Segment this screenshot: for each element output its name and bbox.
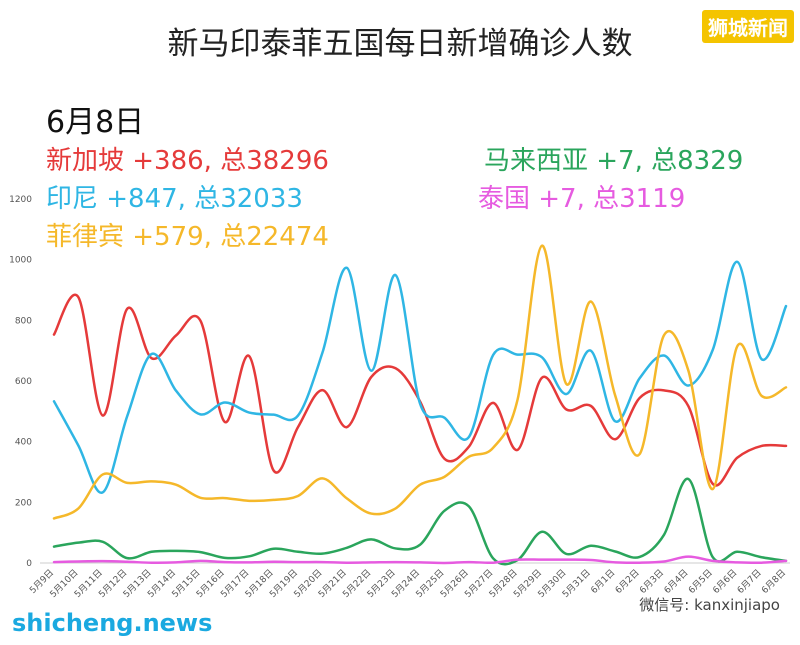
x-tick-label: 6月8日 (760, 567, 789, 596)
wechat-id: 微信号: kanxinjiapo (639, 596, 780, 614)
y-tick-label: 400 (15, 438, 32, 448)
series-line-philippines (52, 244, 788, 520)
x-tick-label: 6月6日 (711, 567, 740, 596)
date-label: 6月8日 (46, 105, 145, 140)
series-line-malaysia (52, 477, 788, 566)
y-tick-label: 1000 (9, 256, 32, 266)
x-tick-label: 6月3日 (638, 567, 667, 596)
x-tick-label: 6月5日 (686, 567, 715, 596)
x-tick-label: 6月4日 (662, 567, 691, 596)
annotation-malaysia: 马来西亚 +7, 总8329 (484, 146, 744, 176)
chart-title: 新马印泰菲五国每日新增确诊人数 (167, 26, 633, 62)
x-tick-label: 6月1日 (589, 567, 618, 596)
y-tick-label: 0 (26, 559, 32, 569)
series-line-thailand (52, 555, 788, 565)
series-line-indonesia (52, 260, 788, 494)
annotation-thailand: 泰国 +7, 总3119 (478, 184, 686, 214)
x-tick-label: 6月7日 (735, 567, 764, 596)
annotation-singapore: 新加坡 +386, 总38296 (46, 146, 329, 176)
y-tick-label: 600 (15, 377, 32, 387)
brand-badge: 狮城新闻 (702, 10, 794, 43)
x-tick-label: 6月2日 (613, 567, 642, 596)
y-tick-label: 200 (15, 498, 32, 508)
y-tick-label: 800 (15, 316, 32, 326)
annotation-indonesia: 印尼 +847, 总32033 (46, 184, 303, 214)
footer-site: shicheng.news (12, 609, 213, 637)
y-tick-label: 1200 (9, 195, 32, 205)
series-line-singapore (52, 293, 788, 487)
annotation-philippines: 菲律宾 +579, 总22474 (46, 222, 329, 252)
